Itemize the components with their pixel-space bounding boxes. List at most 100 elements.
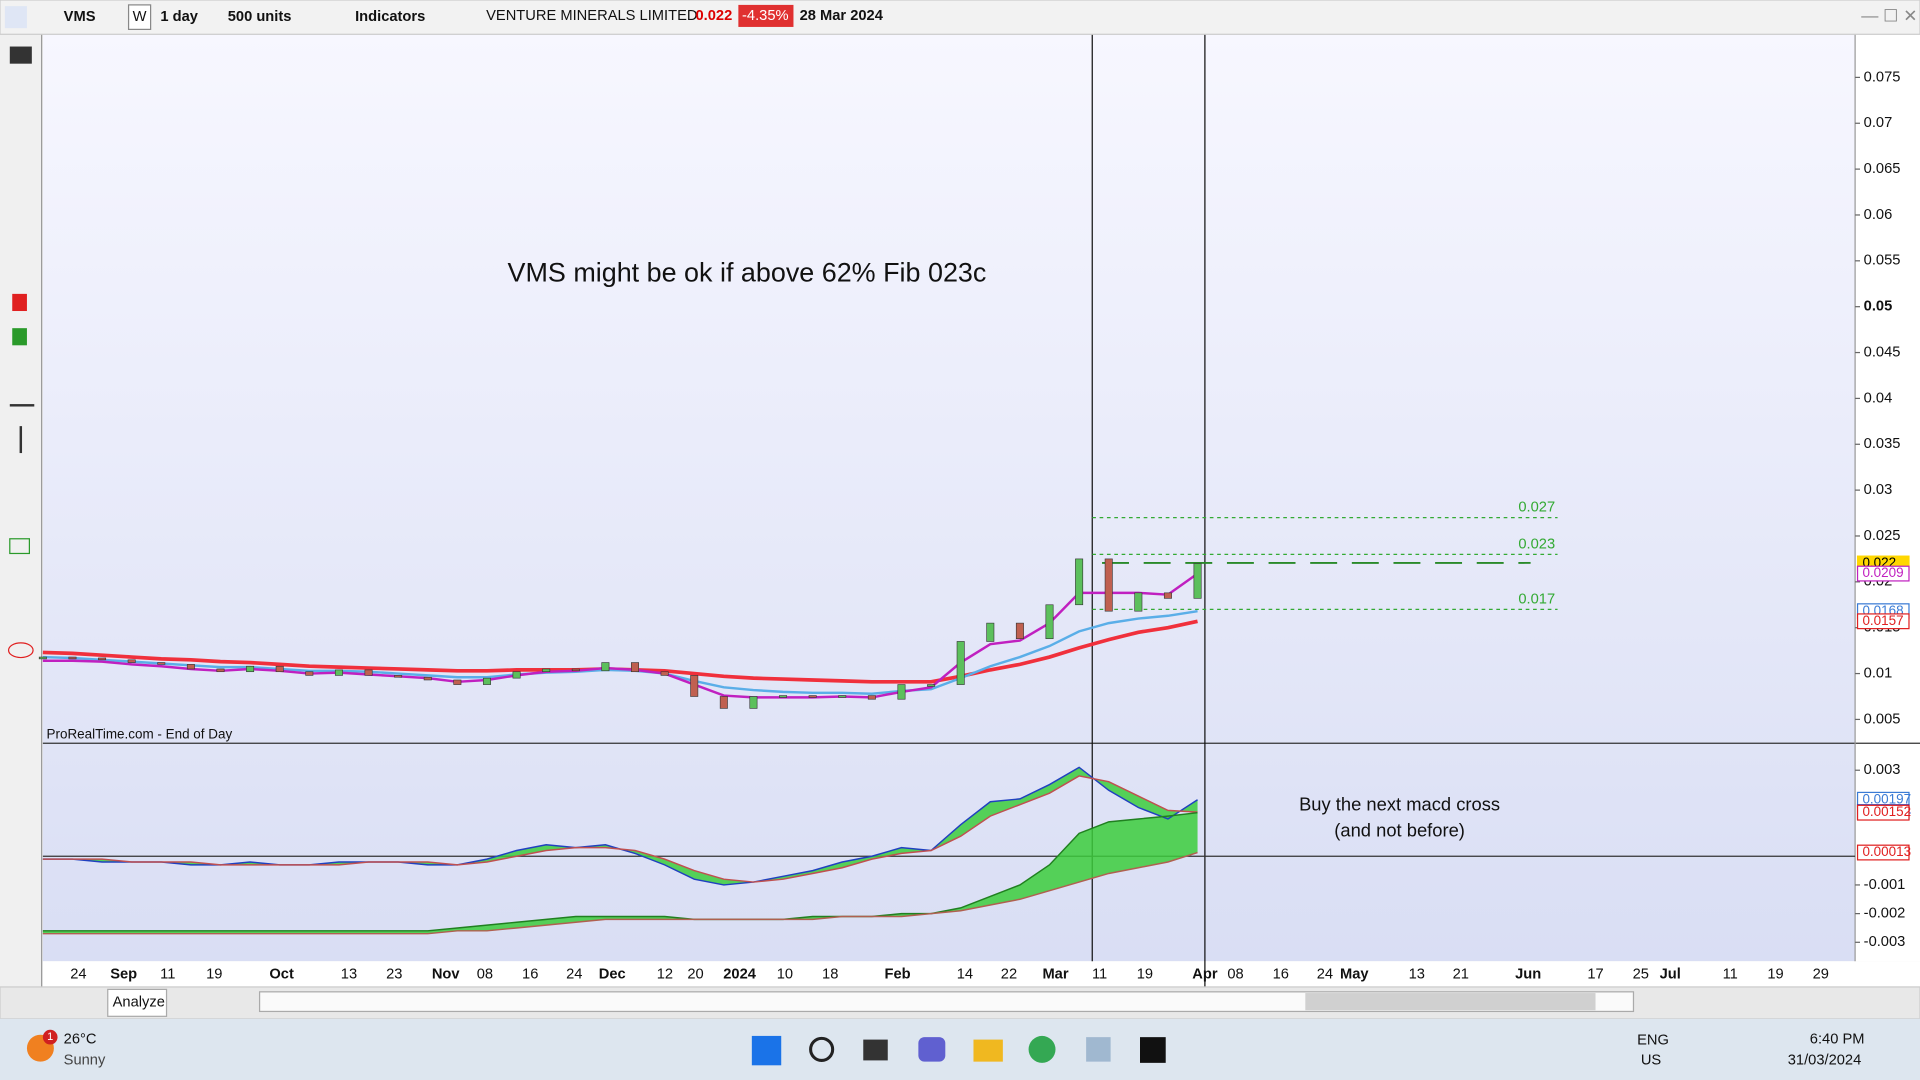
- x-tick-label: 13: [1409, 967, 1425, 983]
- candle: [38, 656, 47, 660]
- x-tick-label: Mar: [1042, 967, 1068, 983]
- scrollbar[interactable]: [258, 991, 1635, 1013]
- left-toolbar: [7, 46, 35, 659]
- clock: 6:40 PM: [1810, 1031, 1865, 1047]
- candle: [1045, 604, 1054, 640]
- x-tick-label: 20: [687, 967, 703, 983]
- candle: [601, 662, 610, 672]
- tool-hline[interactable]: [9, 404, 35, 407]
- tool-rect[interactable]: [9, 538, 30, 555]
- macd-line: [42, 811, 1198, 932]
- badge-count: 1: [47, 1031, 53, 1043]
- snip-icon[interactable]: [1086, 1037, 1111, 1062]
- y-tick-label: 0.055: [1864, 253, 1901, 269]
- indicators[interactable]: Indicators: [355, 9, 425, 25]
- value-tag-label: 0.0157: [1862, 613, 1903, 628]
- y-tick-label: 0.065: [1864, 161, 1901, 177]
- taskview-icon[interactable]: [863, 1039, 888, 1061]
- annotation: Buy the next macd cross: [1299, 794, 1500, 815]
- start-button[interactable]: [751, 1035, 782, 1066]
- teams-icon[interactable]: [918, 1037, 946, 1062]
- macd-line: [42, 851, 1198, 935]
- tool-ellipse[interactable]: [7, 642, 34, 659]
- weather: Sunny: [64, 1052, 106, 1068]
- candle: [216, 668, 225, 673]
- y-tick-label: -0.002: [1864, 905, 1906, 921]
- tool-arrow-up[interactable]: [12, 328, 27, 346]
- y-tick-label: 0.01: [1864, 665, 1893, 681]
- candle: [127, 659, 136, 663]
- y-tick-label: 0.04: [1864, 390, 1893, 406]
- x-tick-label: 13: [341, 967, 357, 983]
- tool-pencil[interactable]: [9, 46, 32, 64]
- symbol[interactable]: VMS: [64, 9, 96, 25]
- prorealtime-icon[interactable]: [1140, 1037, 1166, 1063]
- x-tick-label: 08: [477, 967, 493, 983]
- candle: [927, 684, 936, 687]
- x-tick-label: 22: [1001, 967, 1017, 983]
- value-tag-label: 0.00013: [1862, 844, 1911, 859]
- x-tick-label: 24: [1317, 967, 1333, 983]
- x-tick-label: 2024: [723, 967, 757, 983]
- y-tick-label: 0.025: [1864, 528, 1901, 544]
- period-button[interactable]: [127, 4, 152, 30]
- candle: [394, 675, 403, 678]
- x-tick-label: 18: [822, 967, 838, 983]
- x-tick-label: 16: [522, 967, 538, 983]
- units[interactable]: 500 units: [228, 9, 292, 25]
- value-tag: [1856, 804, 1910, 821]
- temperature: 26°C: [64, 1031, 97, 1047]
- fib-label: 0.027: [1518, 500, 1555, 516]
- fib-label: 0.023: [1518, 536, 1555, 552]
- tool-arrow-down[interactable]: [12, 293, 27, 312]
- last-price: 0.022: [696, 8, 733, 24]
- x-tick-label: 11: [1092, 967, 1107, 983]
- chrome-icon[interactable]: [1028, 1035, 1056, 1063]
- search-icon[interactable]: [809, 1036, 835, 1062]
- x-tick-label: Apr: [1192, 967, 1218, 983]
- value-tag: [1856, 844, 1910, 861]
- language: ENG: [1637, 1033, 1669, 1049]
- x-tick-label: 12: [657, 967, 673, 983]
- app-icon[interactable]: [4, 6, 27, 29]
- candle: [98, 657, 107, 661]
- x-tick-label: Sep: [110, 967, 137, 983]
- timeframe[interactable]: 1 day: [160, 9, 198, 25]
- x-tick-label: Dec: [599, 967, 626, 983]
- x-tick-label: 19: [1137, 967, 1153, 983]
- change: -4.35%: [742, 8, 789, 24]
- x-tick-label: May: [1340, 967, 1369, 983]
- y-tick-label: 0.045: [1864, 344, 1901, 360]
- candle: [808, 695, 817, 698]
- candle: [986, 622, 995, 642]
- analyze-button[interactable]: [107, 988, 168, 1017]
- y-tick-label: 0.07: [1864, 115, 1893, 131]
- explorer-icon[interactable]: [973, 1039, 1003, 1062]
- badge: [42, 1029, 58, 1045]
- y-tick-label: 0.05: [1864, 299, 1893, 315]
- x-tick-label: 19: [206, 967, 222, 983]
- clock-date: 31/03/2024: [1788, 1052, 1862, 1068]
- moving-average: [42, 609, 1198, 695]
- x-tick-label: 17: [1587, 967, 1603, 983]
- value-tag: [1856, 613, 1910, 630]
- y-tick-label: 0.003: [1864, 762, 1901, 778]
- candle: [334, 669, 343, 676]
- candle: [631, 662, 639, 673]
- tool-vline[interactable]: [19, 426, 23, 454]
- scroll-thumb[interactable]: [1305, 993, 1596, 1011]
- y-tick-label: -0.001: [1864, 877, 1906, 893]
- window-controls[interactable]: — ☐ ✕: [1861, 6, 1917, 26]
- x-tick-label: Feb: [884, 967, 910, 983]
- value-tag-label: 0.0209: [1862, 565, 1903, 580]
- candle: [897, 684, 906, 700]
- date-axis-area: [42, 961, 1920, 987]
- macd-fill: [42, 767, 1198, 885]
- candle: [690, 675, 699, 697]
- taskbar: [0, 1018, 1920, 1080]
- candle: [749, 696, 758, 709]
- y-tick-label: 0.075: [1864, 69, 1901, 85]
- analyze-label: Analyze: [113, 995, 165, 1011]
- value-tag-label: 0.00197: [1862, 791, 1911, 806]
